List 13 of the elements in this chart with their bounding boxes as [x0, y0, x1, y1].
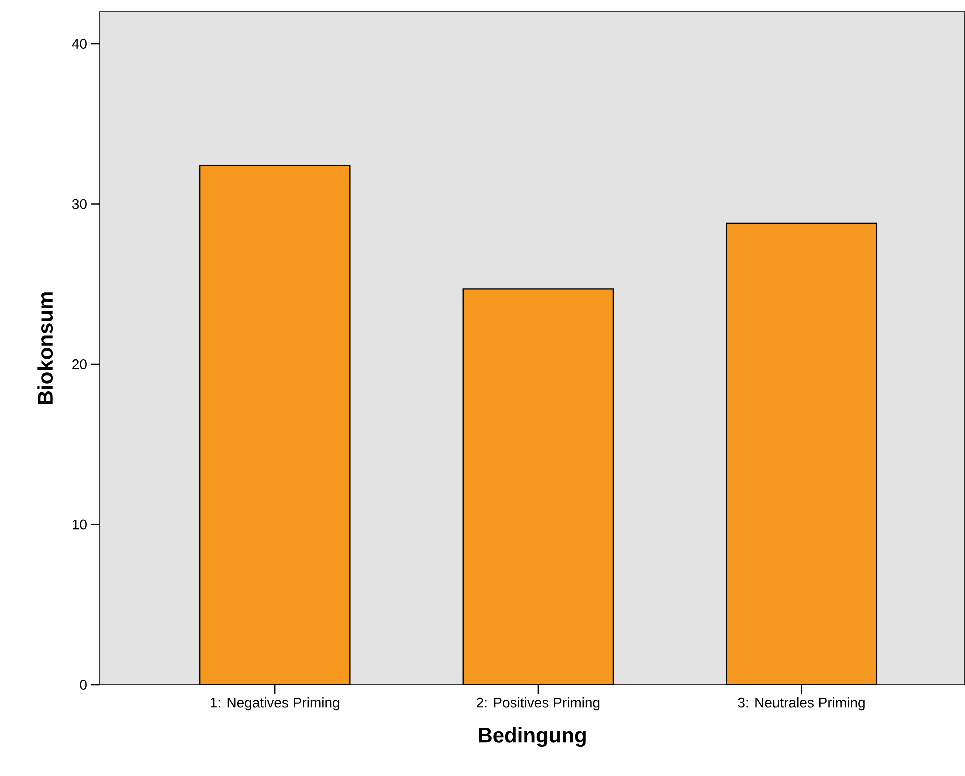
x-tick-label: 1: Negatives Priming	[210, 698, 340, 711]
y-tick-label: 20	[72, 360, 87, 370]
y-tick-label: 40	[72, 39, 87, 49]
y-tick-label: 30	[72, 199, 87, 210]
x-axis-title: Bedingung	[479, 727, 586, 748]
bar	[462, 288, 614, 685]
y-axis-title: Biokonsum	[38, 292, 54, 404]
bar	[199, 165, 351, 685]
x-tick-label: 3: Neutrales Priming	[738, 698, 865, 711]
y-tick-label: 10	[72, 520, 87, 530]
x-tick-label: 2: Positives Priming	[477, 698, 600, 711]
y-tick-label: 0	[80, 680, 87, 690]
bar	[726, 222, 878, 685]
